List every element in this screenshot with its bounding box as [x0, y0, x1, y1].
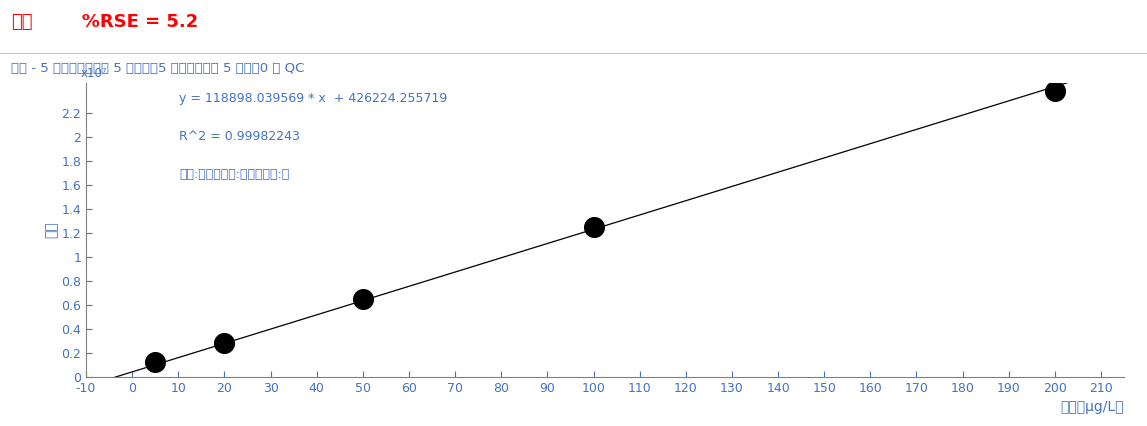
- Text: %RSE = 5.2: %RSE = 5.2: [63, 13, 198, 31]
- Point: [353, 296, 372, 302]
- Text: x10⁷: x10⁷: [80, 67, 108, 80]
- X-axis label: 浓度（μg/L）: 浓度（μg/L）: [1061, 400, 1124, 414]
- Y-axis label: 响应: 响应: [45, 222, 58, 239]
- Text: 乙苯: 乙苯: [11, 13, 33, 31]
- Point: [146, 358, 164, 365]
- Text: 类型:线性，原点:忽略，权重:无: 类型:线性，原点:忽略，权重:无: [179, 168, 290, 181]
- Text: 乙苯 - 5 个级别，使用了 5 个级别，5 个点，使用了 5 个点，0 个 QC: 乙苯 - 5 个级别，使用了 5 个级别，5 个点，使用了 5 个点，0 个 Q…: [11, 62, 305, 75]
- Point: [1046, 88, 1064, 95]
- Text: y = 118898.039569 * x  + 426224.255719: y = 118898.039569 * x + 426224.255719: [179, 92, 447, 105]
- Point: [216, 340, 234, 347]
- Point: [584, 224, 602, 230]
- Text: R^2 = 0.99982243: R^2 = 0.99982243: [179, 130, 301, 143]
